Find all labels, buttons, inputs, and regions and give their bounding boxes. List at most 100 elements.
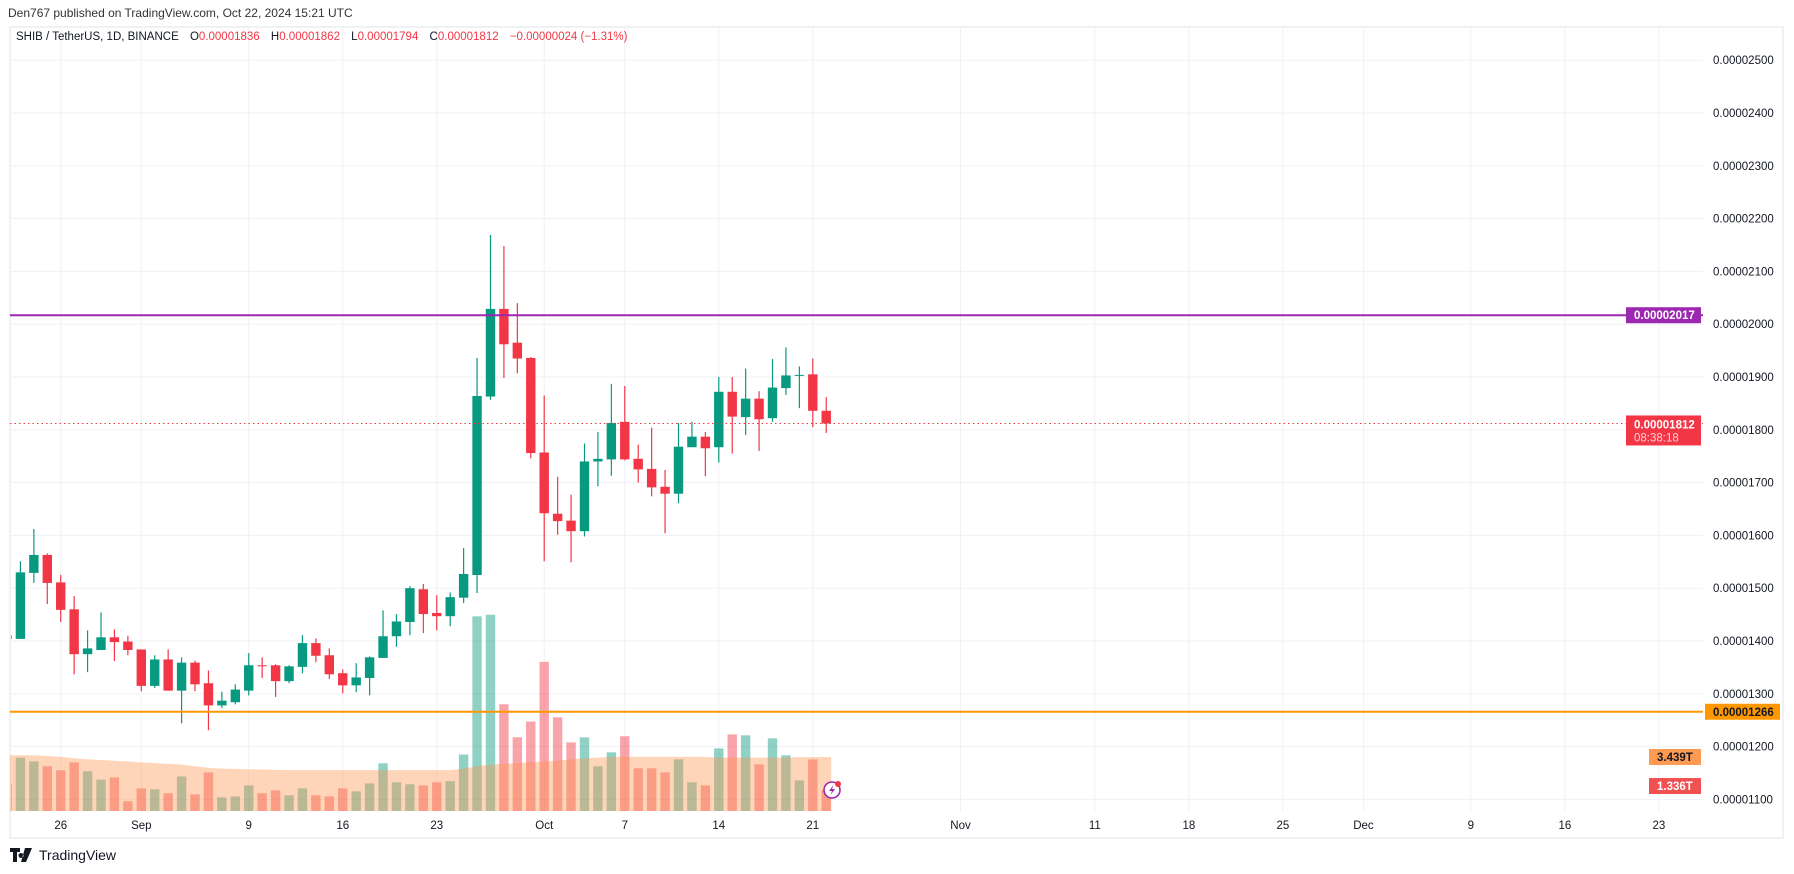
candle-body[interactable] bbox=[270, 665, 281, 682]
candle-body[interactable] bbox=[606, 422, 617, 460]
price-tick-label: 0.00001800 bbox=[1713, 425, 1774, 437]
candle-body[interactable] bbox=[56, 582, 66, 610]
candle-body[interactable] bbox=[821, 410, 831, 424]
candle-body[interactable] bbox=[82, 648, 93, 655]
candle-body[interactable] bbox=[700, 436, 711, 449]
time-tick-label: 7 bbox=[622, 820, 628, 832]
candle-body[interactable] bbox=[324, 655, 335, 675]
candle-body[interactable] bbox=[526, 357, 536, 454]
candle-body[interactable] bbox=[767, 387, 778, 419]
candle-body[interactable] bbox=[646, 468, 657, 488]
candle-body[interactable] bbox=[364, 657, 375, 678]
candle-body[interactable] bbox=[391, 621, 402, 637]
candle-body[interactable] bbox=[150, 659, 160, 686]
candle-body[interactable] bbox=[579, 461, 590, 532]
candle-body[interactable] bbox=[740, 398, 751, 418]
candle-body[interactable] bbox=[458, 573, 469, 598]
candle-body[interactable] bbox=[673, 446, 684, 494]
volume-bar bbox=[499, 704, 509, 811]
candle-body[interactable] bbox=[203, 683, 214, 706]
tradingview-logo[interactable]: TradingView bbox=[10, 847, 116, 863]
volume-bar bbox=[391, 782, 402, 811]
time-tick-label: Oct bbox=[535, 820, 554, 832]
last-price-tag-countdown: 08:38:18 bbox=[1634, 432, 1679, 444]
volume-bar bbox=[620, 736, 630, 811]
volume-bars bbox=[11, 614, 831, 811]
candle-body[interactable] bbox=[190, 662, 200, 685]
volume-bar bbox=[176, 776, 187, 811]
price-tick-label: 0.00001100 bbox=[1713, 794, 1773, 806]
volume-bar bbox=[56, 770, 66, 811]
volume-ma-tag-box bbox=[1649, 749, 1701, 766]
candle-body[interactable] bbox=[217, 700, 227, 706]
candle-body[interactable] bbox=[405, 588, 415, 622]
volume-bar bbox=[190, 794, 200, 811]
candle-body[interactable] bbox=[754, 398, 764, 420]
candle-body[interactable] bbox=[593, 458, 603, 462]
time-tick-label: 21 bbox=[806, 820, 819, 832]
candle-body[interactable] bbox=[539, 452, 549, 514]
symbol-name[interactable]: SHIB / TetherUS, 1D, BINANCE bbox=[16, 31, 179, 43]
candle-body[interactable] bbox=[42, 554, 52, 583]
volume-bar bbox=[727, 734, 737, 811]
volume-bar bbox=[405, 784, 415, 811]
candle-body[interactable] bbox=[418, 589, 429, 615]
candle-body[interactable] bbox=[714, 391, 724, 448]
candle-body[interactable] bbox=[512, 342, 523, 359]
candle-body[interactable] bbox=[123, 641, 133, 650]
candle-body[interactable] bbox=[15, 572, 26, 639]
candle-body[interactable] bbox=[808, 374, 818, 411]
candle-body[interactable] bbox=[297, 643, 308, 667]
candle-body[interactable] bbox=[727, 391, 737, 417]
candle-body[interactable] bbox=[11, 635, 12, 639]
candle-body[interactable] bbox=[660, 486, 670, 494]
time-tick-label: 14 bbox=[712, 820, 725, 832]
candle-body[interactable] bbox=[163, 659, 173, 691]
candle-body[interactable] bbox=[230, 689, 241, 703]
candle-body[interactable] bbox=[445, 597, 455, 617]
candle-body[interactable] bbox=[29, 554, 39, 573]
candle-body[interactable] bbox=[378, 636, 388, 658]
horizontal-lines[interactable] bbox=[10, 314, 1703, 713]
last-price-tag-box bbox=[1626, 415, 1701, 446]
volume-bar bbox=[230, 796, 241, 811]
candle-body[interactable] bbox=[257, 665, 267, 667]
candle-body[interactable] bbox=[781, 375, 791, 389]
volume-bar bbox=[244, 785, 254, 811]
candle-body[interactable] bbox=[552, 513, 563, 522]
candle-body[interactable] bbox=[566, 520, 576, 532]
grid bbox=[10, 28, 1703, 812]
candle-body[interactable] bbox=[687, 436, 697, 448]
candle-body[interactable] bbox=[244, 665, 254, 691]
candle-body[interactable] bbox=[176, 662, 187, 691]
candle-body[interactable] bbox=[485, 308, 496, 397]
candle-body[interactable] bbox=[311, 643, 321, 656]
candle-body[interactable] bbox=[432, 613, 442, 617]
candle-body[interactable] bbox=[136, 649, 146, 686]
candle-body[interactable] bbox=[472, 396, 482, 575]
volume-bar bbox=[700, 785, 711, 811]
volume-bar bbox=[42, 766, 52, 811]
price-tick-label: 0.00001300 bbox=[1713, 689, 1774, 701]
candle-body[interactable] bbox=[794, 374, 805, 376]
volume-bar bbox=[673, 759, 684, 811]
candle-body[interactable] bbox=[633, 458, 643, 470]
volume-bar bbox=[646, 768, 657, 811]
volume-bar bbox=[767, 738, 778, 811]
candle-body[interactable] bbox=[96, 637, 106, 650]
price-axis[interactable]: 0.00002500 0.00002400 0.00002300 0.00002200… bbox=[1713, 55, 1774, 806]
candle-body[interactable] bbox=[109, 637, 120, 643]
candle-body[interactable] bbox=[620, 421, 630, 460]
time-axis[interactable]: 26 Sep 9 16 23 Oct 7 14 21 Nov 11 18 25 Dec 9 16 23 bbox=[54, 820, 1665, 832]
candle-body[interactable] bbox=[69, 609, 79, 655]
volume-bar bbox=[257, 793, 267, 811]
candle-body[interactable] bbox=[499, 308, 509, 345]
time-tick-label: 9 bbox=[246, 820, 252, 832]
lightning-icon[interactable] bbox=[823, 781, 841, 799]
candle-body[interactable] bbox=[338, 673, 348, 686]
candle-body[interactable] bbox=[284, 666, 294, 682]
support-price-tag: 0.00001266 bbox=[1713, 707, 1774, 719]
candle-body[interactable] bbox=[351, 677, 361, 686]
